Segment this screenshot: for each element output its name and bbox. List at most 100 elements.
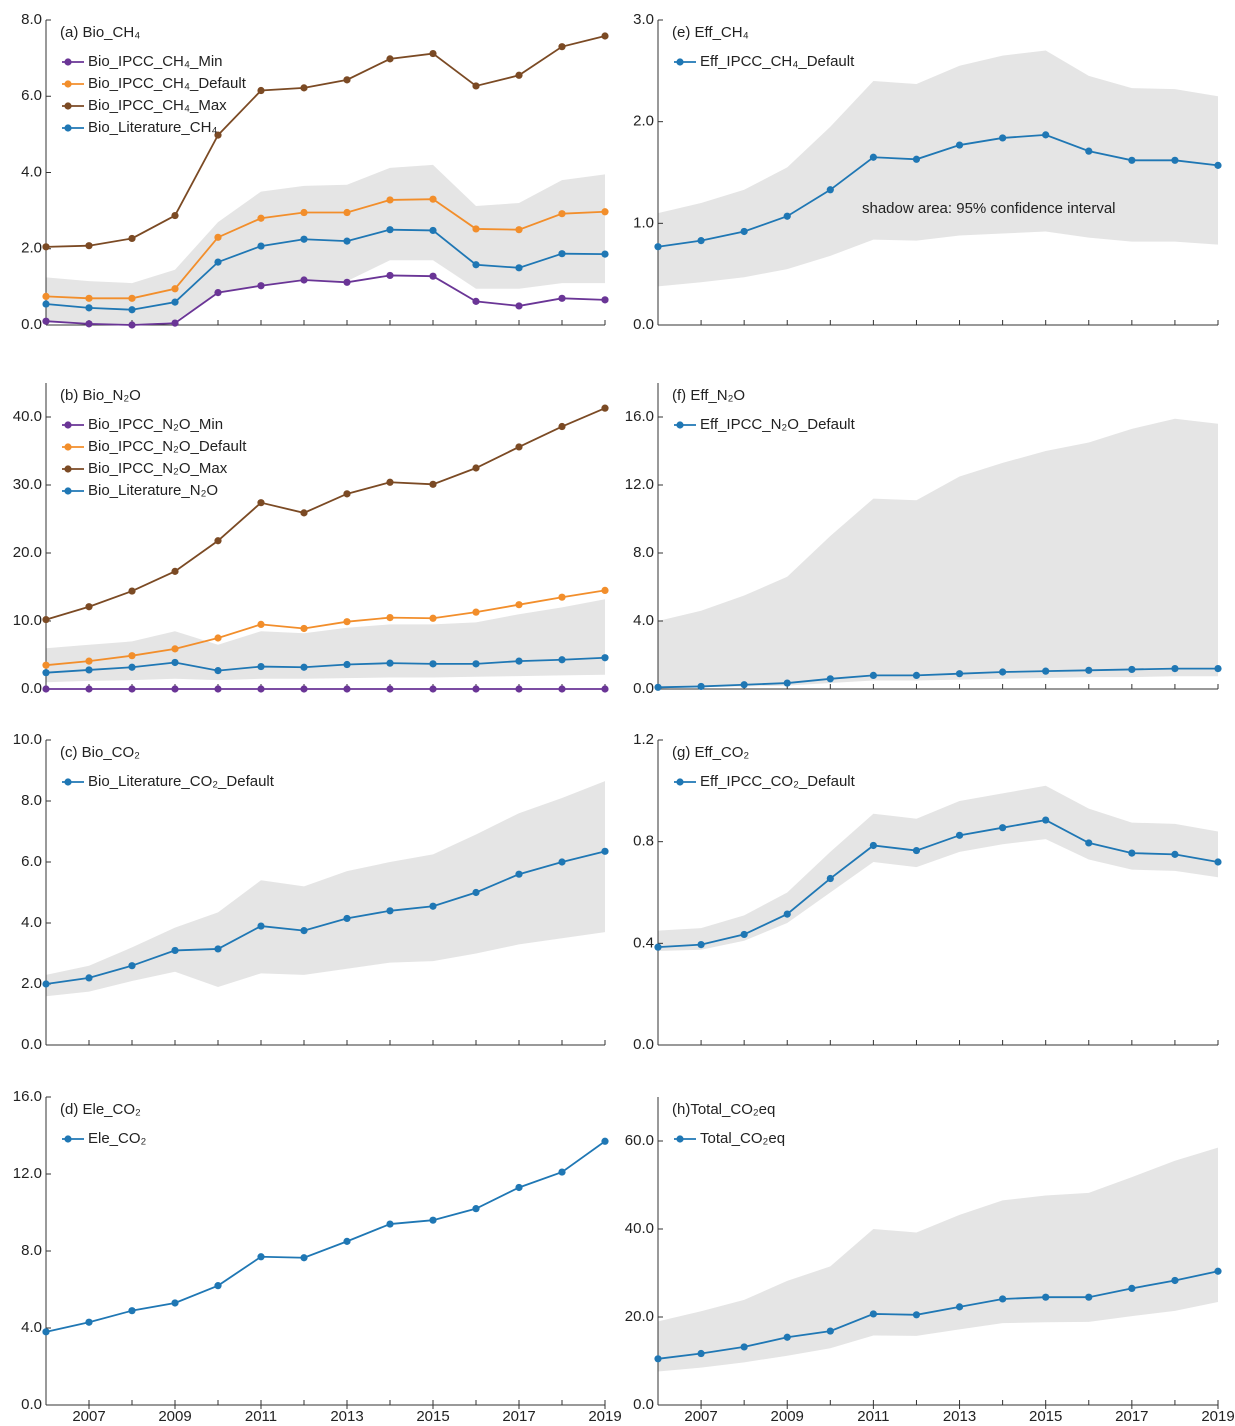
series-line (45, 656, 606, 674)
legend-label: Bio_IPCC_N₂O_Min (88, 416, 223, 433)
legend-swatch (64, 487, 72, 495)
data-point (472, 608, 480, 616)
data-point (515, 302, 523, 310)
data-point (472, 82, 480, 90)
y-tick-label: 6.0 (21, 87, 42, 104)
data-point (300, 84, 308, 92)
data-point (343, 618, 351, 626)
data-point (128, 652, 136, 660)
data-point (472, 888, 480, 897)
data-point (472, 225, 480, 233)
series-line (45, 850, 606, 985)
y-tick-label: 2.0 (21, 240, 42, 257)
legend-label: Eff_IPCC_N₂O_Default (700, 416, 856, 433)
data-point (386, 659, 394, 667)
data-point (171, 1299, 179, 1307)
data-point (654, 243, 662, 251)
series-line (45, 274, 606, 326)
data-point (869, 841, 877, 850)
data-point (85, 974, 93, 982)
data-point (85, 685, 93, 693)
data-point (783, 1333, 791, 1341)
legend-label: Bio_IPCC_N₂O_Max (88, 460, 228, 477)
data-point (42, 980, 50, 988)
data-point (128, 663, 136, 671)
series-line (657, 133, 1219, 248)
data-point (740, 930, 748, 939)
panel-title: (b) Bio_N₂O (60, 387, 141, 404)
panel-title: (e) Eff_CH₄ (672, 24, 749, 41)
data-point (1214, 161, 1222, 169)
x-tick-label: 2007 (72, 1408, 105, 1425)
data-point (257, 685, 265, 693)
data-point (214, 1282, 222, 1290)
data-point (128, 234, 136, 243)
data-point (1171, 1276, 1179, 1285)
data-point (697, 237, 705, 245)
data-point (85, 242, 93, 250)
data-point (826, 874, 834, 883)
data-point (515, 657, 523, 665)
data-point (515, 685, 523, 693)
legend-swatch (64, 421, 72, 429)
data-point (214, 945, 222, 953)
data-point (128, 685, 136, 693)
y-tick-label: 30.0 (13, 476, 42, 493)
data-point (257, 662, 265, 671)
legend-label: Bio_IPCC_CH₄_Min (88, 53, 223, 70)
legend-swatch (676, 421, 684, 429)
data-point (558, 593, 566, 601)
data-point (601, 586, 609, 595)
legend-label: Bio_Literature_CO₂_Default (88, 773, 275, 790)
y-tick-label: 2.0 (21, 975, 42, 992)
data-point (515, 601, 523, 609)
data-point (214, 258, 222, 266)
data-point (429, 226, 437, 235)
confidence-band (46, 164, 605, 325)
data-point (42, 317, 50, 325)
y-tick-label: 1.0 (633, 214, 654, 231)
y-tick-label: 0.0 (21, 680, 42, 697)
y-tick-label: 8.0 (21, 1242, 42, 1259)
data-point (912, 155, 921, 163)
data-point (386, 478, 394, 486)
data-point (300, 624, 308, 633)
data-point (955, 141, 964, 149)
data-point (601, 250, 609, 258)
data-point (300, 235, 308, 243)
data-point (515, 264, 523, 272)
data-point (386, 271, 394, 280)
data-point (214, 131, 222, 139)
data-point (343, 660, 351, 669)
data-point (85, 1318, 93, 1326)
data-point (869, 1310, 877, 1318)
data-point (955, 670, 964, 678)
data-point (601, 208, 609, 216)
data-point (740, 227, 748, 236)
data-point (257, 242, 265, 250)
confidence-band (658, 50, 1218, 287)
data-point (515, 443, 523, 451)
data-point (257, 1253, 265, 1261)
data-point (1128, 1284, 1136, 1292)
data-point (128, 294, 136, 302)
y-tick-label: 8.0 (21, 11, 42, 28)
panel-title: (d) Ele_CO₂ (60, 1101, 141, 1118)
y-tick-label: 20.0 (13, 544, 42, 561)
data-point (515, 870, 523, 878)
y-tick-label: 3.0 (633, 11, 654, 28)
data-point (257, 620, 265, 629)
confidence-band (658, 418, 1218, 689)
data-point (386, 1220, 394, 1228)
data-point (654, 1355, 662, 1363)
data-point (472, 685, 480, 693)
y-tick-label: 0.0 (633, 316, 654, 333)
data-point (558, 422, 566, 431)
data-point (558, 43, 566, 51)
annotation: shadow area: 95% confidence interval (862, 200, 1116, 217)
data-point (826, 675, 834, 683)
legend-label: Bio_IPCC_N₂O_Default (88, 438, 247, 455)
data-point (85, 666, 93, 674)
legend-swatch (676, 778, 684, 786)
